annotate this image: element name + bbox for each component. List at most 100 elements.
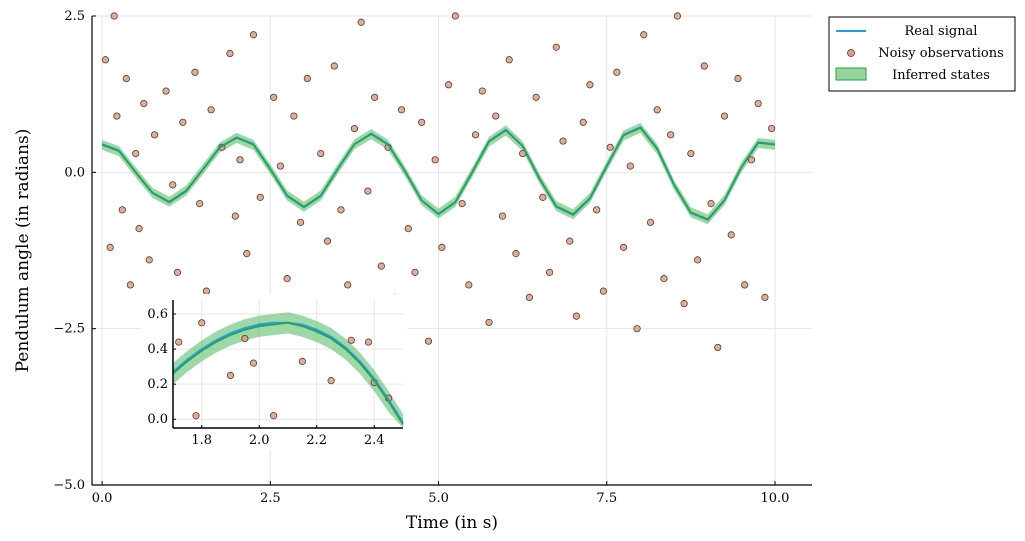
observation-point [364, 187, 372, 195]
inset-observation-point [347, 336, 355, 344]
x-tick-label: 10.0 [761, 491, 790, 506]
observation-point [586, 81, 594, 89]
inset-observation-point [175, 338, 183, 346]
inset-inferred-states-band [173, 312, 403, 428]
inset-y-tick-label: 0.2 [147, 377, 168, 392]
legend-real-signal-label: Real signal [905, 24, 978, 39]
main-axes: 0.0 2.5 5.0 7.5 10.0 −5.0 −2.5 0.0 2.5 [53, 9, 812, 506]
observation-point [424, 337, 433, 345]
observation-point [106, 243, 114, 251]
inset-x-tick-label: 2.2 [306, 433, 327, 448]
observation-point [505, 56, 513, 64]
y-tick-label: −2.5 [53, 322, 85, 337]
observation-point [458, 200, 466, 208]
observation-point [371, 93, 379, 101]
observation-point [162, 87, 170, 95]
observation-point [276, 162, 285, 170]
observation-point [714, 343, 722, 352]
legend-inferred-states-swatch [835, 67, 867, 81]
observation-point [145, 256, 153, 264]
observation-point [451, 12, 459, 20]
observation-point [633, 325, 641, 333]
inset-y-tick-label: 0.4 [147, 342, 168, 357]
inset-observation-point [327, 377, 335, 385]
observation-point [283, 275, 291, 283]
y-tick-label: 2.5 [64, 9, 85, 24]
observation-point [734, 74, 742, 83]
observation-point [599, 287, 608, 295]
observation-point [741, 281, 749, 289]
observation-point [687, 149, 695, 158]
observation-point [471, 131, 480, 139]
observation-point [694, 256, 702, 264]
inset-axes: 1.8 2.0 2.2 2.4 0.0 0.2 0.4 0.6 [147, 300, 403, 448]
observation-point [438, 243, 446, 251]
observation-point [135, 225, 143, 233]
observation-point [330, 62, 338, 70]
observation-point [173, 268, 182, 276]
observation-point [344, 281, 352, 289]
observation-point [532, 93, 540, 101]
observation-point [110, 12, 118, 20]
observation-point [337, 206, 345, 214]
observation-point [478, 87, 486, 95]
observation-point [113, 112, 121, 120]
y-tick-label: 0.0 [64, 165, 85, 180]
x-tick-label: 0.0 [92, 491, 113, 506]
observation-point [303, 74, 311, 83]
legend-noisy-observations-label: Noisy observations [878, 46, 1004, 61]
observation-point [593, 206, 601, 214]
observation-point [323, 237, 332, 245]
observation-point [317, 149, 325, 158]
observation-point [754, 99, 762, 108]
legend: Real signal Noisy observations Inferred … [828, 16, 1016, 92]
inset-observation-point [270, 412, 278, 420]
observation-point [357, 18, 365, 26]
observation-point [404, 225, 412, 233]
observation-point [673, 12, 682, 20]
observation-point [202, 287, 210, 295]
observation-point [700, 62, 708, 70]
observation-point [256, 193, 264, 201]
observation-point [290, 112, 298, 120]
observation-point [640, 31, 648, 39]
observation-point [566, 237, 574, 245]
observation-point [720, 112, 729, 120]
observation-point [619, 243, 628, 251]
inset-observation-point [241, 334, 249, 343]
observation-point [613, 68, 621, 76]
inset-x-tick-label: 1.8 [191, 433, 212, 448]
inset-observation-point [364, 338, 373, 346]
x-tick-label: 2.5 [260, 491, 281, 506]
inset-plot: 1.8 2.0 2.2 2.4 0.0 0.2 0.4 0.6 [141, 294, 407, 450]
observation-point [667, 131, 675, 139]
observation-point [539, 193, 547, 201]
inset-inferred-states-line [172, 321, 404, 425]
observation-point [445, 81, 453, 89]
observation-point [132, 149, 140, 158]
x-tick-label: 7.5 [596, 491, 617, 506]
observation-point [249, 31, 258, 39]
inset-observation-point [192, 412, 200, 420]
observation-point [140, 99, 148, 108]
y-tick-label: −5.0 [53, 478, 85, 493]
inset-observation-point [249, 359, 258, 367]
observation-point [512, 250, 520, 258]
observation-point [727, 231, 735, 239]
observation-point [169, 181, 177, 189]
legend-noisy-observations-swatch [847, 49, 855, 57]
inset-x-tick-label: 2.0 [249, 433, 270, 448]
observation-point [606, 143, 614, 151]
x-axis-label: Time (in s) [406, 513, 498, 533]
observation-point [768, 124, 776, 133]
observation-point [431, 156, 439, 164]
inset-plot-marks [172, 312, 404, 428]
y-axis-label: Pendulum angle (in radians) [13, 129, 33, 373]
observation-point [350, 124, 359, 133]
observation-point [680, 300, 688, 308]
observation-point [498, 212, 507, 220]
observation-point [707, 200, 715, 208]
observation-point [270, 93, 278, 101]
inset-y-tick-label: 0.6 [147, 307, 168, 322]
